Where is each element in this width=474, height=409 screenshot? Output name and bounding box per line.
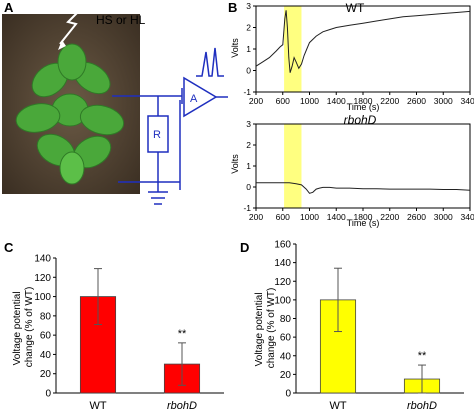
amplifier-label: A <box>190 93 198 105</box>
amplifier-symbol <box>183 76 218 118</box>
chart-d: Voltage potential change (% of WT) 0 20 40… <box>254 240 464 409</box>
chart-rbohd-xtick-label: 200 <box>249 212 263 222</box>
chart-c-ytick-label: 120 <box>34 273 51 284</box>
chart-d-ytick-label: 160 <box>274 240 291 251</box>
chart-c-ytick-label: 0 <box>45 389 51 400</box>
chart-c-significance-label: ** <box>178 328 187 340</box>
chart-wt-xtick-label: 600 <box>276 96 290 106</box>
chart-rbohd-xtick-label: 3400 <box>461 212 474 222</box>
chart-d-ytick-label: 40 <box>280 351 292 362</box>
chart-c-ylabel: Voltage potential change (% of WT) <box>12 287 35 368</box>
chart-rbohd-xtick-label: 1400 <box>327 212 346 222</box>
chart-wt-xtick-label: 3000 <box>434 96 453 106</box>
stimulus-arrow <box>58 7 83 50</box>
chart-d-ytick-label: 0 <box>285 389 291 400</box>
measurement-circuit <box>112 47 228 205</box>
chart-c: Voltage potential change (% of WT) 0 20 40… <box>12 254 224 409</box>
chart-c-ytick-label: 100 <box>34 292 51 303</box>
chart-rbohd-xtick-label: 1800 <box>354 212 373 222</box>
chart-wt-ytick-label: 3 <box>246 1 251 11</box>
chart-wt-stimulus-highlight <box>284 6 302 92</box>
signal-spikes-icon <box>196 47 224 77</box>
chart-wt-ytick-label: -1 <box>243 87 251 97</box>
chart-wt: WT Volts Time (s) -1 0 1 2 3 200 600 1000 1400 18… <box>230 1 474 112</box>
chart-wt-xtick-label: 1800 <box>354 96 373 106</box>
plant-rosette <box>15 43 125 185</box>
chart-d-ytick-label: 80 <box>280 314 292 325</box>
chart-wt-ytick-label: 2 <box>246 23 251 33</box>
chart-c-category-label: WT <box>89 400 106 409</box>
chart-wt-xlabel: Time (s) <box>347 102 380 112</box>
panel-label-a: A <box>4 0 14 15</box>
chart-rbohd-ytick-label: -1 <box>243 203 251 213</box>
chart-wt-xtick-label: 1000 <box>300 96 319 106</box>
chart-rbohd-ytick-label: 3 <box>246 119 251 129</box>
chart-wt-title: WT <box>346 1 365 15</box>
chart-wt-xtick-label: 3400 <box>461 96 474 106</box>
chart-rbohd-xtick-label: 2200 <box>380 212 399 222</box>
chart-wt-xtick-label: 1400 <box>327 96 346 106</box>
chart-rbohd: rbohD Volts Time (s) -1 0 1 2 3 200 600 1000 140… <box>230 113 474 228</box>
chart-d-ytick-label: 100 <box>274 295 291 306</box>
chart-d-ytick-label: 20 <box>280 370 292 381</box>
panel-label-c: C <box>4 240 14 255</box>
chart-rbohd-ytick-label: 2 <box>246 140 251 150</box>
chart-d-category-label: rbohD <box>407 400 437 409</box>
chart-wt-xtick-label: 2600 <box>407 96 426 106</box>
chart-rbohd-ylabel: Volts <box>230 154 240 174</box>
chart-wt-ytick-label: 1 <box>246 44 251 54</box>
chart-rbohd-ytick-label: 0 <box>246 182 251 192</box>
chart-rbohd-xtick-label: 1000 <box>300 212 319 222</box>
chart-wt-ytick-label: 0 <box>246 66 251 76</box>
chart-rbohd-xtick-label: 600 <box>276 212 290 222</box>
stimulus-label: HS or HL <box>96 13 146 27</box>
chart-wt-trace-line <box>255 10 471 73</box>
chart-d-ytick-label: 60 <box>280 333 292 344</box>
resistor-label: R <box>153 129 161 141</box>
chart-c-ylabel-line2: change (% of WT) <box>24 287 35 368</box>
chart-c-category-label: rbohD <box>167 400 197 409</box>
chart-d-ylabel-line1: Voltage potential <box>254 292 265 366</box>
chart-rbohd-ytick-label: 1 <box>246 161 251 171</box>
chart-d-ytick-label: 140 <box>274 258 291 269</box>
chart-rbohd-title: rbohD <box>344 113 377 127</box>
chart-c-ytick-label: 140 <box>34 254 51 265</box>
chart-wt-xtick-label: 200 <box>249 96 263 106</box>
panel-label-d: D <box>240 240 250 255</box>
chart-c-ylabel-line1: Voltage potential <box>12 291 23 365</box>
chart-rbohd-stimulus-highlight <box>284 124 302 208</box>
chart-c-ytick-label: 40 <box>40 350 52 361</box>
chart-rbohd-xlabel: Time (s) <box>347 218 380 228</box>
chart-d-ytick-label: 120 <box>274 277 291 288</box>
chart-c-ytick-label: 20 <box>40 369 52 380</box>
chart-wt-xtick-label: 2200 <box>380 96 399 106</box>
chart-c-ytick-label: 80 <box>40 311 52 322</box>
chart-rbohd-xtick-label: 3000 <box>434 212 453 222</box>
chart-d-significance-label: ** <box>418 350 427 362</box>
chart-wt-ylabel: Volts <box>230 38 240 58</box>
panel-a-schematic: HS or HL R A <box>2 7 228 205</box>
chart-rbohd-trace-line <box>256 182 471 194</box>
chart-d-ylabel-line2: change (% of WT) <box>266 288 277 369</box>
chart-d-ylabel: Voltage potential change (% of WT) <box>254 288 277 369</box>
chart-d-category-label: WT <box>329 400 346 409</box>
panel-label-b: B <box>228 0 238 15</box>
chart-rbohd-xtick-label: 2600 <box>407 212 426 222</box>
chart-c-ytick-label: 60 <box>40 331 52 342</box>
